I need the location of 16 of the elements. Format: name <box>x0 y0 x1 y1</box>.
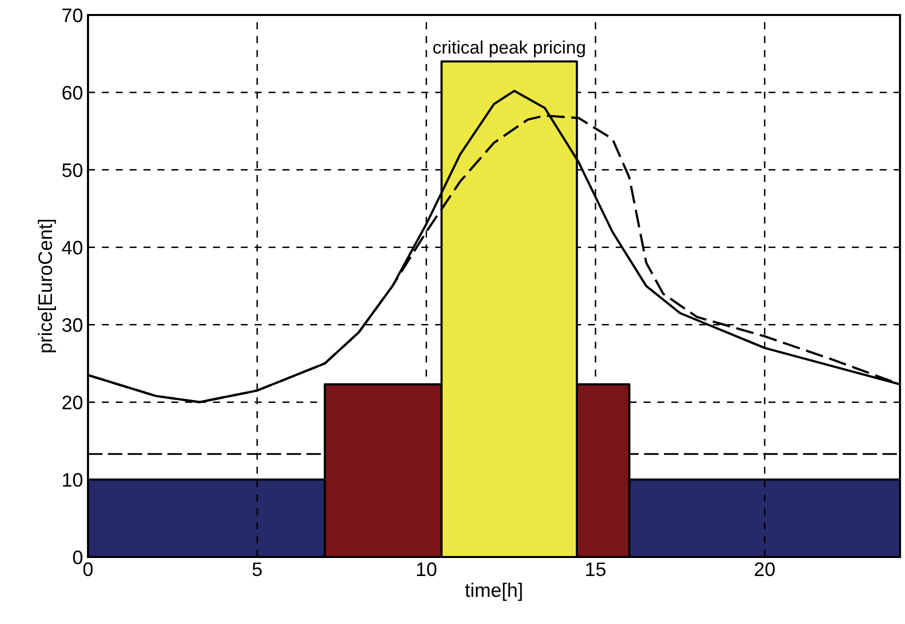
x-tick-label: 0 <box>83 562 93 576</box>
annotation: critical peak pricing <box>433 40 585 58</box>
x-tick-label: 20 <box>754 562 775 576</box>
x-axis-title: time[h] <box>465 582 522 601</box>
y-tick-label: 40 <box>62 240 82 255</box>
y-tick-label: 10 <box>62 473 82 487</box>
x-tick-label: 5 <box>252 562 262 576</box>
y-tick-label: 70 <box>62 8 82 22</box>
y-tick-label: 20 <box>62 396 82 410</box>
y-tick-label: 50 <box>62 163 82 178</box>
y-axis-title: price[EuroCent] <box>38 220 56 352</box>
x-tick-label: 10 <box>417 562 436 576</box>
x-tick-label: 15 <box>586 562 606 576</box>
y-tick-label: 0 <box>73 550 82 564</box>
y-tick-label: 60 <box>62 86 82 100</box>
y-tick-label: 30 <box>62 318 82 332</box>
